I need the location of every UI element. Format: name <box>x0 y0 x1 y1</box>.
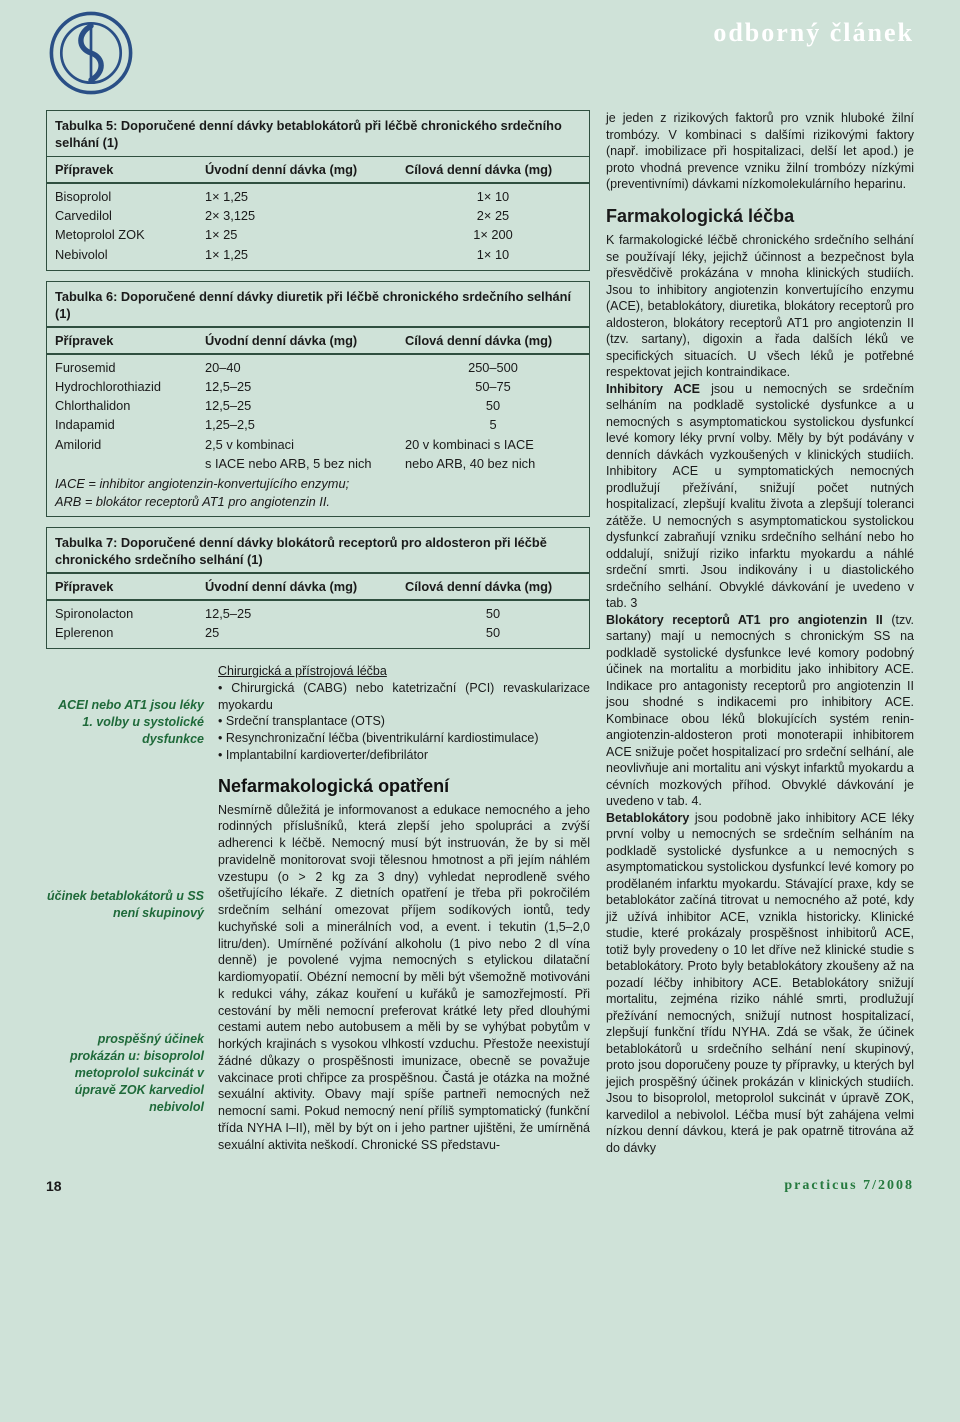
callout-3: prospěšný účinek prokázán u: bisoprolol … <box>46 1031 204 1115</box>
table-7: Tabulka 7: Doporučené denní dávky blokát… <box>46 527 590 649</box>
table-5-title: Tabulka 5: Doporučené denní dávky betabl… <box>55 117 581 152</box>
betablokatory-text: jsou podobně jako inhibitory ACE léky pr… <box>606 811 914 1155</box>
table-6: Tabulka 6: Doporučené denní dávky diuret… <box>46 281 590 517</box>
farm-p1: K farmakologické léčbě chronického srdeč… <box>606 232 914 381</box>
table-row: Bisoprolol1× 1,251× 10 <box>55 187 581 206</box>
table-6-footnote: IACE = inhibitor angiotenzin-konvertujíc… <box>55 475 581 510</box>
table-row: Metoprolol ZOK1× 251× 200 <box>55 225 581 244</box>
table-row: Chlorthalidon12,5–2550 <box>55 396 581 415</box>
table-row: Indapamid1,25–2,55 <box>55 415 581 434</box>
surgical-heading: Chirurgická a přístrojová léčba <box>218 663 590 680</box>
nefarm-heading: Nefarmakologická opatření <box>218 774 590 798</box>
table-6-title: Tabulka 6: Doporučené denní dávky diuret… <box>55 288 581 323</box>
table-7-header: Přípravek Úvodní denní dávka (mg) Cílová… <box>55 577 581 596</box>
table-row: Furosemid20–40250–500 <box>55 358 581 377</box>
page-header-title: odborný článek <box>713 18 914 48</box>
table-6-header: Přípravek Úvodní denní dávka (mg) Cílová… <box>55 331 581 350</box>
farm-heading: Farmakologická léčba <box>606 205 914 229</box>
page-number: 18 <box>46 1178 62 1194</box>
table-row: Eplerenon2550 <box>55 623 581 642</box>
blokatory-text: (tzv. sartany) mají u nemocných s chroni… <box>606 613 914 809</box>
list-item: Srdeční transplantace (OTS) <box>218 713 590 730</box>
callout-1: ACEI nebo AT1 jsou léky 1. volby u systo… <box>46 697 204 748</box>
nefarm-body: Nesmírně důležitá je informovanost a edu… <box>218 802 590 1154</box>
table-row: Nebivolol1× 1,251× 10 <box>55 245 581 264</box>
logo-icon <box>46 8 136 98</box>
right-lead: je jeden z rizikových faktorů pro vznik … <box>606 110 914 193</box>
betablokatory-bold: Betablokátory <box>606 811 689 825</box>
table-5: Tabulka 5: Doporučené denní dávky betabl… <box>46 110 590 271</box>
list-item: Resynchronizační léčba (biventrikulární … <box>218 730 590 747</box>
blokatory-bold: Blokátory receptorů AT1 pro angiotenzin … <box>606 613 883 627</box>
list-item: Chirurgická (CABG) nebo katetrizační (PC… <box>218 680 590 714</box>
inhibitory-paragraph: Inhibitory ACE jsou u nemocných se srdeč… <box>606 381 914 612</box>
table-row: s IACE nebo ARB, 5 bez nichnebo ARB, 40 … <box>55 454 581 473</box>
betablokatory-paragraph: Betablokátory jsou podobně jako inhibito… <box>606 810 914 1157</box>
surgical-list: Chirurgická (CABG) nebo katetrizační (PC… <box>218 680 590 764</box>
blokatory-paragraph: Blokátory receptorů AT1 pro angiotenzin … <box>606 612 914 810</box>
callout-2: účinek betablokátorů u SS není skupinový <box>46 888 204 922</box>
table-7-title: Tabulka 7: Doporučené denní dávky blokát… <box>55 534 581 569</box>
issue-label: practicus 7/2008 <box>784 1178 914 1194</box>
inhibitory-text: jsou u nemocných se srdečním selháním na… <box>606 382 914 611</box>
table-row: Hydrochlorothiazid12,5–2550–75 <box>55 377 581 396</box>
table-5-header: Přípravek Úvodní denní dávka (mg) Cílová… <box>55 160 581 179</box>
inhibitory-bold: Inhibitory ACE <box>606 382 700 396</box>
table-row: Carvedilol2× 3,1252× 25 <box>55 206 581 225</box>
list-item: Implantabilní kardioverter/defibrilátor <box>218 747 590 764</box>
table-row: Amilorid2,5 v kombinaci20 v kombinaci s … <box>55 435 581 454</box>
table-row: Spironolacton12,5–2550 <box>55 604 581 623</box>
